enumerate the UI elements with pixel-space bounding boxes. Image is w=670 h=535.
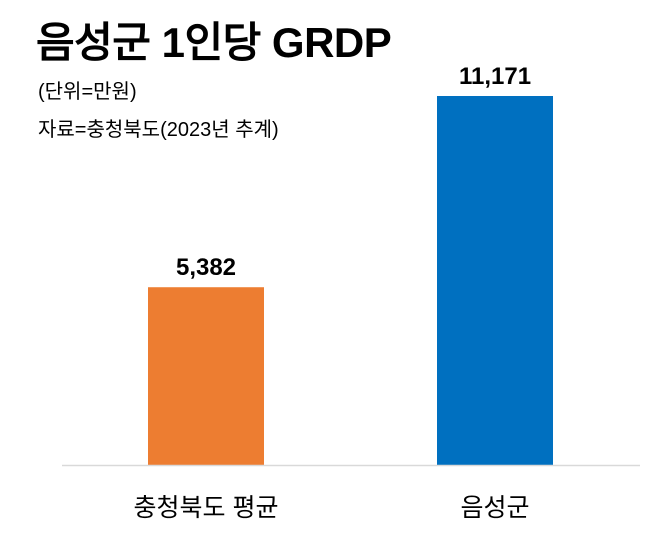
unit-label: (단위=만원) <box>38 81 137 103</box>
category-label: 충청북도 평균 <box>134 494 279 522</box>
bar-2 <box>437 96 553 465</box>
chart-title: 음성군 1인당 GRDP <box>36 19 392 66</box>
category-label: 음성군 <box>460 494 529 522</box>
source-label: 자료=충청북도(2023년 추계) <box>38 119 279 141</box>
value-label: 11,171 <box>459 63 531 90</box>
value-label: 5,382 <box>176 254 236 281</box>
bar-1 <box>148 287 264 465</box>
